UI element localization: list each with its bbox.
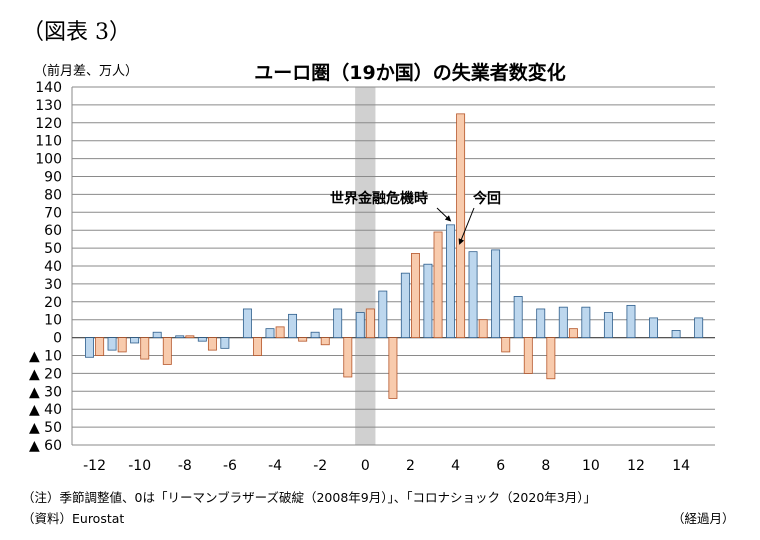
bar-series-2 (117, 337, 127, 353)
x-tick-label: -6 (223, 458, 237, 474)
bar-series-2 (501, 337, 511, 353)
x-tick-label: 4 (451, 458, 460, 474)
bar-series-2 (568, 328, 578, 338)
y-tick-label: 100 (35, 152, 62, 168)
figure-label: （図表 3） (22, 20, 131, 45)
bar-series-1 (468, 251, 478, 338)
y-tick-label: 20 (44, 295, 62, 311)
x-tick-label: 14 (672, 458, 690, 474)
bar-series-1 (423, 263, 433, 338)
y-tick-label: 0 (53, 331, 62, 347)
y-tick-label: ▲ 40 (29, 402, 62, 418)
y-tick-label: 10 (44, 313, 62, 329)
annotation-label: 世界金融危機時 (330, 190, 428, 207)
y-tick-label: 70 (44, 205, 62, 221)
y-axis-unit-label: （前月差、万人） (34, 64, 139, 79)
bar-series-2 (343, 337, 353, 378)
y-tick-label: ▲ 50 (29, 420, 62, 436)
bar-series-1 (446, 224, 455, 338)
bar-series-1 (581, 306, 591, 339)
bar-series-2 (320, 337, 330, 346)
bar-series-2 (275, 326, 285, 338)
bar-series-1 (242, 308, 252, 338)
bar-series-2 (411, 253, 420, 338)
bar-series-1 (694, 317, 704, 339)
x-tick-label: 6 (496, 458, 505, 474)
y-tick-label: 80 (44, 187, 62, 203)
bar-series-2 (253, 337, 263, 356)
y-tick-label: ▲ 60 (29, 438, 62, 454)
y-tick-label: 40 (44, 259, 62, 275)
bar-series-1 (378, 290, 388, 338)
bar-series-2 (185, 335, 195, 338)
bar-series-1 (626, 304, 636, 339)
bar-series-2 (433, 231, 443, 339)
y-tick-label: 130 (35, 98, 62, 114)
x-tick-label: -8 (178, 458, 192, 474)
y-tick-label: 60 (44, 223, 62, 239)
bar-series-2 (140, 337, 150, 360)
bar-series-2 (523, 337, 533, 374)
y-tick-label: 50 (44, 241, 62, 257)
bar-series-1 (175, 335, 185, 338)
y-tick-label: ▲ 10 (29, 349, 62, 365)
bar-series-2 (546, 337, 556, 380)
bar-series-1 (107, 337, 117, 351)
bar-series-1 (400, 272, 410, 339)
annotation-label: 今回 (472, 190, 501, 207)
bar-series-2 (95, 337, 105, 356)
x-tick-label: 0 (361, 458, 370, 474)
y-tick-label: ▲ 20 (29, 366, 62, 382)
bar-series-1 (536, 308, 546, 338)
bar-series-1 (152, 331, 162, 339)
bar-series-1 (288, 313, 298, 338)
bar-series-2 (162, 337, 172, 365)
bar-series-1 (558, 306, 568, 339)
x-tick-label: -12 (83, 458, 106, 474)
y-tick-label: 110 (35, 134, 62, 150)
bar-series-1 (310, 331, 320, 339)
bar-series-1 (130, 337, 140, 344)
bar-series-2 (456, 113, 466, 338)
x-axis-unit-label: （経過月） (672, 511, 735, 526)
bar-series-1 (85, 337, 94, 358)
bar-series-1 (513, 296, 523, 338)
annotation-arrow (436, 207, 452, 222)
bar-series-2 (207, 337, 217, 351)
x-tick-label: 10 (582, 458, 600, 474)
y-tick-label: 140 (35, 80, 62, 96)
x-tick-label: -4 (268, 458, 282, 474)
y-tick-label: ▲ 30 (29, 384, 62, 400)
annotation-arrow (458, 207, 475, 245)
bar-series-2 (478, 319, 488, 339)
x-tick-label: -2 (313, 458, 327, 474)
y-tick-label: 120 (35, 116, 62, 132)
bar-series-1 (265, 328, 275, 338)
bar-series-1 (649, 317, 658, 339)
bar-series-1 (603, 312, 613, 339)
y-tick-label: 30 (44, 277, 62, 293)
y-tick-label: 90 (44, 170, 62, 186)
x-tick-label: -10 (128, 458, 151, 474)
x-tick-label: 12 (627, 458, 645, 474)
chart-title: ユーロ圏（19か国）の失業者数変化 (254, 62, 566, 84)
x-tick-label: 2 (406, 458, 415, 474)
bar-series-2 (298, 337, 308, 342)
bar-series-1 (333, 308, 343, 338)
bar-series-1 (197, 337, 207, 342)
bar-series-2 (388, 337, 398, 399)
footnote: （注）季節調整値、0は「リーマンブラザーズ破綻（2008年9月）」、「コロナショ… (22, 490, 596, 505)
source-note: （資料）Eurostat (22, 511, 125, 526)
bar-series-1 (671, 330, 681, 339)
bar-series-1 (355, 312, 365, 339)
x-tick-label: 8 (541, 458, 550, 474)
bar-series-1 (220, 337, 230, 349)
bar-series-1 (491, 249, 501, 338)
bar-series-2 (365, 308, 375, 338)
